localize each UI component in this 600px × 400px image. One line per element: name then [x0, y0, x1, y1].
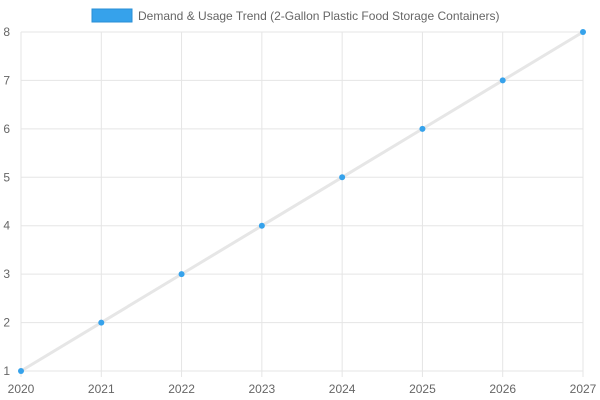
x-tick-label: 2020 — [8, 382, 35, 396]
data-point — [98, 319, 105, 326]
grid — [20, 31, 584, 377]
x-tick-label: 2024 — [329, 382, 356, 396]
y-tick-label: 3 — [3, 267, 10, 281]
series-line — [20, 30, 584, 373]
series-demand — [18, 29, 586, 374]
legend-label: Demand & Usage Trend (2-Gallon Plastic F… — [138, 9, 500, 23]
x-tick-label: 2025 — [409, 382, 436, 396]
data-point — [419, 125, 426, 132]
data-point — [258, 222, 265, 229]
y-tick-label: 4 — [3, 219, 10, 233]
y-tick-label: 8 — [3, 25, 10, 39]
x-axis: 2020 2021 2022 2023 2024 2025 2026 2027 — [8, 382, 597, 396]
data-point — [580, 29, 586, 35]
data-point — [178, 271, 185, 278]
data-point — [499, 77, 506, 84]
y-tick-label: 5 — [3, 170, 10, 184]
x-tick-label: 2027 — [570, 382, 597, 396]
x-tick-label: 2021 — [88, 382, 115, 396]
y-tick-label: 6 — [3, 122, 10, 136]
data-point — [339, 174, 346, 181]
legend[interactable]: Demand & Usage Trend (2-Gallon Plastic F… — [91, 8, 500, 23]
legend-color-box — [91, 8, 133, 23]
y-axis: 1 2 3 4 5 6 7 8 — [3, 25, 10, 378]
x-tick-label: 2022 — [168, 382, 195, 396]
y-tick-label: 7 — [3, 73, 10, 87]
y-tick-label: 1 — [3, 364, 10, 378]
x-tick-label: 2023 — [249, 382, 276, 396]
data-point — [18, 368, 24, 374]
y-tick-label: 2 — [3, 316, 10, 330]
x-tick-label: 2026 — [489, 382, 516, 396]
